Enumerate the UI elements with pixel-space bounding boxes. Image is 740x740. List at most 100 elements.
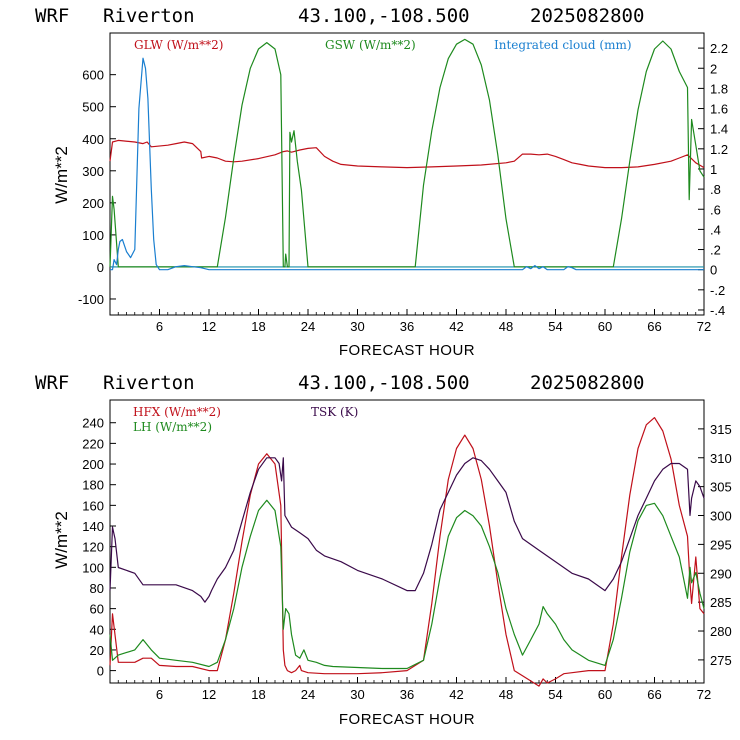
x-tick-label: 60 bbox=[598, 319, 612, 334]
x-tick-label: 66 bbox=[647, 319, 661, 334]
series-line-glw-w-m bbox=[109, 139, 705, 169]
right-tick-label: 305 bbox=[710, 480, 732, 495]
x-tick-label: 30 bbox=[350, 319, 364, 334]
panel1-legend-glw: GLW (W/m**2) bbox=[134, 38, 223, 52]
left-tick-label: 300 bbox=[82, 164, 104, 179]
x-tick-label: 72 bbox=[697, 319, 711, 334]
left-tick-label: 0 bbox=[97, 664, 104, 679]
series-line-lh-w-m bbox=[109, 499, 705, 670]
x-tick-label: 24 bbox=[301, 687, 315, 702]
left-tick-label: 240 bbox=[82, 416, 104, 431]
x-tick-label: 72 bbox=[697, 687, 711, 702]
right-tick-label: .2 bbox=[710, 243, 721, 258]
right-tick-label: 2 bbox=[710, 61, 717, 76]
right-tick-label: 290 bbox=[710, 566, 732, 581]
right-tick-label: -.2 bbox=[710, 283, 725, 298]
panel2-site: Riverton bbox=[103, 372, 195, 394]
right-tick-label: -.4 bbox=[710, 303, 725, 318]
x-tick-label: 60 bbox=[598, 687, 612, 702]
left-tick-label: 220 bbox=[82, 436, 104, 451]
x-tick-label: 42 bbox=[449, 319, 463, 334]
x-tick-label: 30 bbox=[350, 687, 364, 702]
panel2-legend-tsk: TSK (K) bbox=[311, 405, 358, 419]
right-tick-label: 275 bbox=[710, 653, 732, 668]
panel2-plot-frame bbox=[109, 399, 705, 684]
panel1-series bbox=[109, 38, 705, 271]
panel2-legend-lh: LH (W/m**2) bbox=[133, 420, 212, 434]
panel1-right-axis: -.4 -.2 0 .2 .4 .6 .8 1 1.2 1.4 1.6 1.8 2 2.2 bbox=[698, 41, 728, 318]
right-tick-label: 310 bbox=[710, 451, 732, 466]
panel2-header: WRF Riverton 43.100,-108.500 2025082800 bbox=[35, 372, 644, 394]
series-line-integrated-cloud-mm bbox=[110, 57, 704, 271]
left-tick-label: 180 bbox=[82, 478, 104, 493]
panel1-model: WRF bbox=[35, 5, 69, 27]
left-tick-label: 400 bbox=[82, 132, 104, 147]
right-tick-label: 1 bbox=[710, 162, 717, 177]
panel1-plot-frame bbox=[109, 32, 705, 316]
right-tick-label: 315 bbox=[710, 422, 732, 437]
panel1-site: Riverton bbox=[103, 5, 195, 27]
right-tick-label: 1.6 bbox=[710, 102, 728, 117]
panel2-init: 2025082800 bbox=[530, 372, 644, 394]
right-tick-label: 285 bbox=[710, 595, 732, 610]
left-tick-label: 80 bbox=[90, 581, 104, 596]
right-tick-label: .4 bbox=[710, 222, 721, 237]
panel1-x-axis: 6 12 18 24 30 36 42 48 54 60 66 72 bbox=[117, 309, 711, 334]
right-tick-label: 0 bbox=[710, 263, 717, 278]
x-tick-label: 12 bbox=[202, 687, 216, 702]
panel1-legend-gsw: GSW (W/m**2) bbox=[325, 38, 416, 52]
left-tick-label: 100 bbox=[82, 560, 104, 575]
left-tick-label: 20 bbox=[90, 643, 104, 658]
series-line-hfx-w-m bbox=[109, 417, 705, 687]
panel2-legend-hfx: HFX (W/m**2) bbox=[133, 405, 221, 419]
right-tick-label: 1.8 bbox=[710, 81, 728, 96]
panel2-ylabel: W/m**2 bbox=[52, 511, 71, 569]
left-tick-label: 200 bbox=[82, 196, 104, 211]
left-tick-label: 140 bbox=[82, 519, 104, 534]
right-tick-label: 1.2 bbox=[710, 142, 728, 157]
panel1-legend: GLW (W/m**2) GSW (W/m**2) Integrated clo… bbox=[134, 38, 632, 52]
left-tick-label: 600 bbox=[82, 68, 104, 83]
right-tick-label: 1.4 bbox=[710, 122, 728, 137]
x-tick-label: 6 bbox=[156, 687, 163, 702]
panel1-legend-cloud: Integrated cloud (mm) bbox=[494, 38, 632, 52]
x-tick-label: 54 bbox=[548, 687, 562, 702]
x-tick-label: 12 bbox=[202, 319, 216, 334]
left-tick-label: -100 bbox=[78, 292, 104, 307]
x-tick-label: 24 bbox=[301, 319, 315, 334]
x-tick-label: 66 bbox=[647, 687, 661, 702]
panel1-header: WRF Riverton 43.100,-108.500 2025082800 bbox=[35, 5, 644, 27]
x-tick-label: 54 bbox=[548, 319, 562, 334]
series-line-tsk-k bbox=[109, 457, 705, 603]
x-tick-label: 36 bbox=[400, 687, 414, 702]
panel1-ylabel: W/m**2 bbox=[52, 146, 71, 204]
panel2-series bbox=[109, 417, 705, 687]
left-tick-label: 40 bbox=[90, 622, 104, 637]
x-tick-label: 18 bbox=[251, 319, 265, 334]
right-tick-label: .8 bbox=[710, 182, 721, 197]
panel2-coords: 43.100,-108.500 bbox=[298, 372, 470, 394]
x-tick-label: 18 bbox=[251, 687, 265, 702]
panel2-right-axis: 275 280 285 290 295 300 305 310 315 bbox=[698, 422, 732, 668]
left-tick-label: 0 bbox=[97, 260, 104, 275]
panel2-xlabel: FORECAST HOUR bbox=[339, 711, 475, 728]
panel2-x-axis: 6 12 18 24 30 36 42 48 54 60 66 72 bbox=[117, 677, 711, 702]
right-tick-label: .6 bbox=[710, 202, 721, 217]
panel1-coords: 43.100,-108.500 bbox=[298, 5, 470, 27]
panel2-model: WRF bbox=[35, 372, 69, 394]
right-tick-label: 2.2 bbox=[710, 41, 728, 56]
x-tick-label: 36 bbox=[400, 319, 414, 334]
series-line-gsw-w-m bbox=[109, 38, 705, 268]
panel1-xlabel: FORECAST HOUR bbox=[339, 342, 475, 359]
panel1-left-axis: -100 0 100 200 300 400 500 600 bbox=[78, 68, 116, 307]
right-tick-label: 295 bbox=[710, 537, 732, 552]
left-tick-label: 60 bbox=[90, 602, 104, 617]
right-tick-label: 280 bbox=[710, 624, 732, 639]
panel2-legend: HFX (W/m**2) LH (W/m**2) TSK (K) bbox=[133, 405, 358, 434]
left-tick-label: 100 bbox=[82, 228, 104, 243]
x-tick-label: 48 bbox=[499, 687, 513, 702]
left-tick-label: 120 bbox=[82, 540, 104, 555]
x-tick-label: 42 bbox=[449, 687, 463, 702]
x-tick-label: 6 bbox=[156, 319, 163, 334]
